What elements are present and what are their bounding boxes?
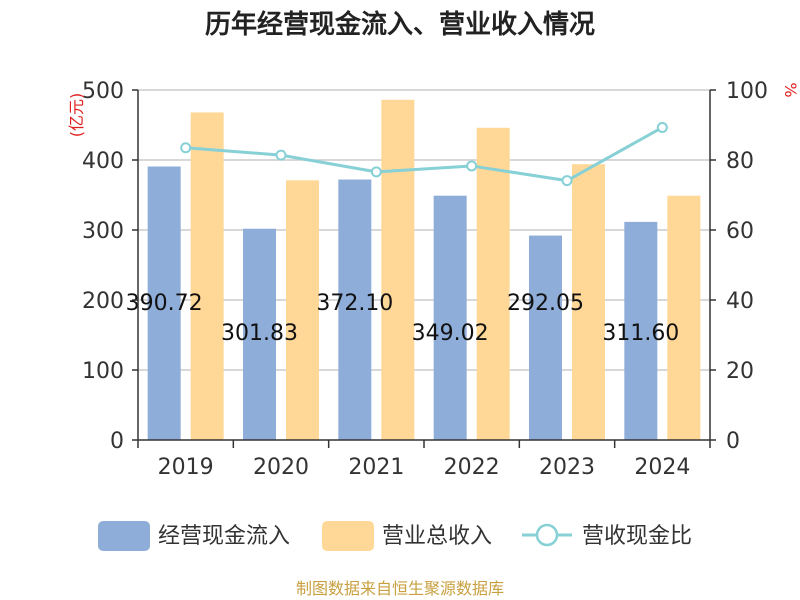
bar-revenue: [476, 127, 510, 441]
bar-cash-inflow: [243, 228, 276, 440]
left-tick-label: 0: [110, 429, 124, 454]
x-tick-label: 2022: [444, 455, 500, 480]
x-tick-label: 2021: [348, 455, 404, 480]
x-tick-label: 2019: [158, 455, 214, 480]
legend-marker-ratio: [535, 523, 559, 547]
bar-revenue: [190, 112, 224, 441]
data-label: 292.05: [507, 291, 584, 316]
bar-cash-inflow: [529, 235, 562, 440]
data-labels: 390.72 301.83 372.10 349.02 292.05 311.60: [126, 291, 680, 346]
bars: [147, 99, 701, 441]
source-note: 制图数据来自恒生聚源数据库: [296, 579, 504, 598]
legend-label-cash-inflow: 经营现金流入: [158, 524, 290, 549]
left-tick-label: 200: [82, 289, 124, 314]
chart-title: 历年经营现金流入、营业收入情况: [205, 9, 595, 40]
ratio-point: [275, 149, 287, 161]
legend-swatch-revenue: [322, 521, 374, 551]
x-tick-label: 2020: [253, 455, 309, 480]
ratio-point: [370, 166, 382, 178]
data-label: 349.02: [412, 321, 489, 346]
legend-label-ratio: 营收现金比: [582, 524, 692, 549]
ratio-point: [466, 160, 478, 172]
ratio-line: [180, 121, 668, 187]
right-tick-label: 0: [726, 429, 740, 454]
data-label: 372.10: [316, 291, 393, 316]
legend-label-revenue: 营业总收入: [382, 524, 492, 549]
left-axis-unit: (亿元): [67, 93, 86, 138]
left-tick-label: 100: [82, 359, 124, 384]
bar-cash-inflow: [338, 179, 372, 440]
data-label: 301.83: [221, 321, 298, 346]
ratio-point: [561, 175, 573, 187]
data-label: 311.60: [602, 321, 679, 346]
ratio-point: [180, 142, 192, 154]
data-label: 390.72: [126, 291, 203, 316]
ratio-line-path: [185, 126, 664, 183]
bar-revenue: [286, 180, 319, 441]
left-tick-label: 400: [82, 149, 124, 174]
ratio-point: [656, 121, 668, 133]
right-tick-label: 100: [726, 79, 768, 104]
bar-revenue: [667, 195, 701, 440]
axes: 0 100 200 300 400 500 0 20 40 60 80 100 2019 2020 2021…: [82, 79, 768, 480]
x-tick-label: 2023: [539, 455, 595, 480]
left-tick-label: 500: [82, 79, 124, 104]
right-tick-label: 80: [726, 149, 754, 174]
x-tick-label: 2024: [634, 455, 690, 480]
bar-cash-inflow: [433, 195, 467, 440]
gridlines: [138, 89, 710, 371]
bar-cash-inflow: [624, 221, 658, 440]
legend-swatch-cash-inflow: [98, 521, 150, 551]
right-tick-label: 20: [726, 359, 754, 384]
bar-revenue: [572, 164, 605, 440]
legend: 经营现金流入 营业总收入 营收现金比: [98, 521, 692, 551]
right-tick-label: 60: [726, 219, 754, 244]
bar-revenue: [381, 99, 415, 441]
right-axis-unit: %: [781, 82, 800, 97]
bar-cash-inflow: [147, 166, 181, 440]
right-tick-label: 40: [726, 289, 754, 314]
left-tick-label: 300: [82, 219, 124, 244]
